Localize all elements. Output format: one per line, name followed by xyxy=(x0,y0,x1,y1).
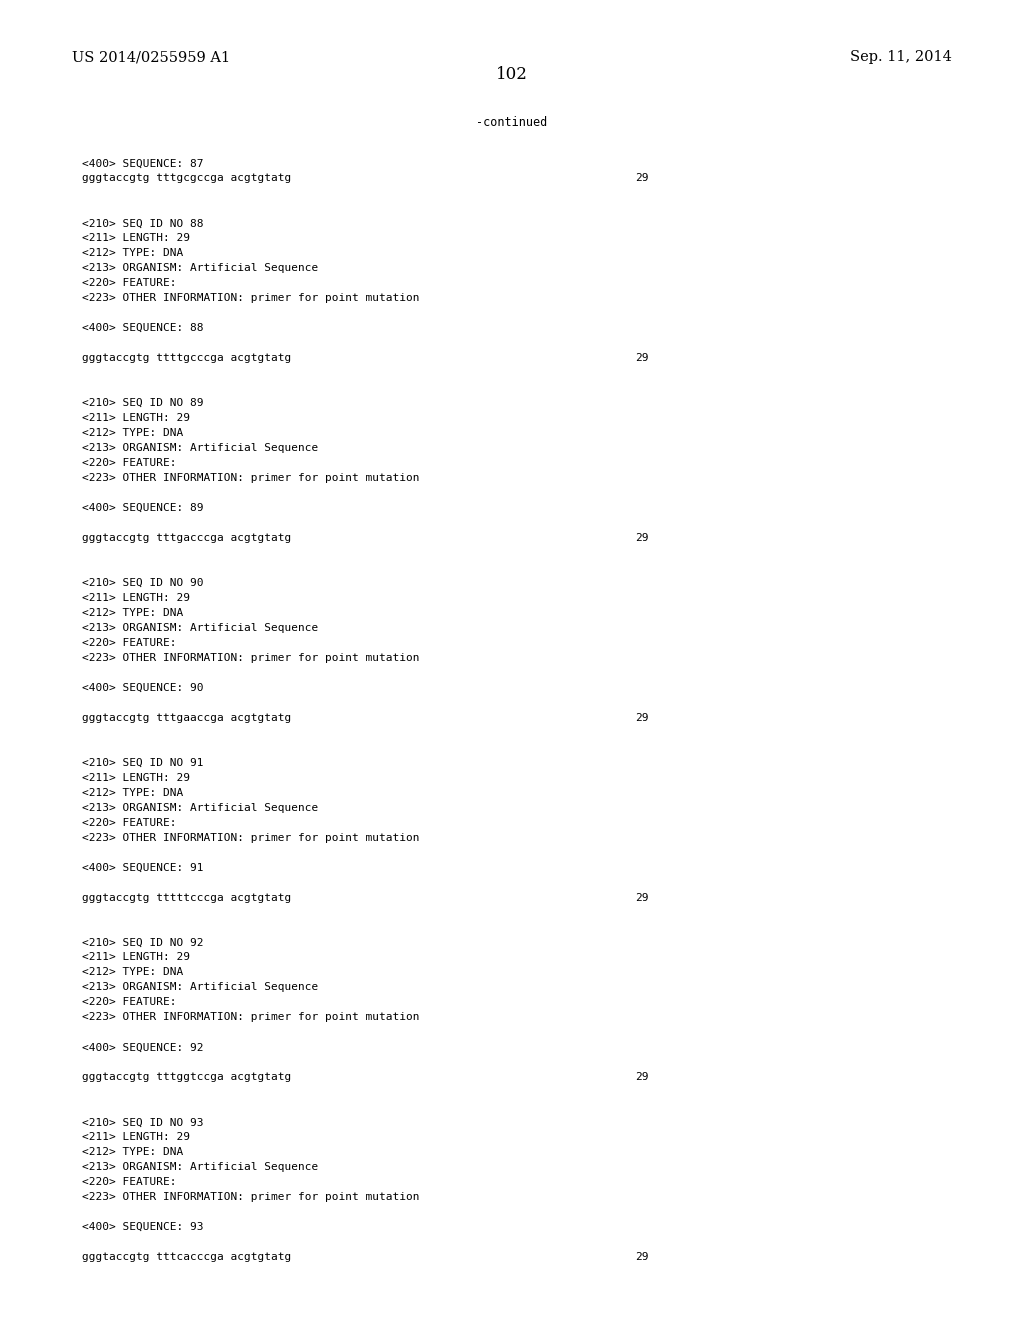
Text: gggtaccgtg ttttgcccga acgtgtatg: gggtaccgtg ttttgcccga acgtgtatg xyxy=(82,354,291,363)
Text: <223> OTHER INFORMATION: primer for point mutation: <223> OTHER INFORMATION: primer for poin… xyxy=(82,653,420,663)
Text: gggtaccgtg tttgaaccga acgtgtatg: gggtaccgtg tttgaaccga acgtgtatg xyxy=(82,713,291,723)
Text: <212> TYPE: DNA: <212> TYPE: DNA xyxy=(82,968,183,977)
Text: <223> OTHER INFORMATION: primer for point mutation: <223> OTHER INFORMATION: primer for poin… xyxy=(82,1192,420,1203)
Text: <213> ORGANISM: Artificial Sequence: <213> ORGANISM: Artificial Sequence xyxy=(82,263,318,273)
Text: <400> SEQUENCE: 90: <400> SEQUENCE: 90 xyxy=(82,682,204,693)
Text: <220> FEATURE:: <220> FEATURE: xyxy=(82,817,176,828)
Text: <212> TYPE: DNA: <212> TYPE: DNA xyxy=(82,1147,183,1158)
Text: <400> SEQUENCE: 93: <400> SEQUENCE: 93 xyxy=(82,1222,204,1232)
Text: <220> FEATURE:: <220> FEATURE: xyxy=(82,458,176,469)
Text: gggtaccgtg tttcacccga acgtgtatg: gggtaccgtg tttcacccga acgtgtatg xyxy=(82,1253,291,1262)
Text: <223> OTHER INFORMATION: primer for point mutation: <223> OTHER INFORMATION: primer for poin… xyxy=(82,1012,420,1023)
Text: <213> ORGANISM: Artificial Sequence: <213> ORGANISM: Artificial Sequence xyxy=(82,444,318,453)
Text: gggtaccgtg tttggtccga acgtgtatg: gggtaccgtg tttggtccga acgtgtatg xyxy=(82,1072,291,1082)
Text: -continued: -continued xyxy=(476,116,548,129)
Text: <223> OTHER INFORMATION: primer for point mutation: <223> OTHER INFORMATION: primer for poin… xyxy=(82,293,420,304)
Text: 29: 29 xyxy=(635,713,648,723)
Text: <400> SEQUENCE: 92: <400> SEQUENCE: 92 xyxy=(82,1043,204,1052)
Text: Sep. 11, 2014: Sep. 11, 2014 xyxy=(851,50,952,65)
Text: <210> SEQ ID NO 89: <210> SEQ ID NO 89 xyxy=(82,399,204,408)
Text: <220> FEATURE:: <220> FEATURE: xyxy=(82,998,176,1007)
Text: gggtaccgtg tttttcccga acgtgtatg: gggtaccgtg tttttcccga acgtgtatg xyxy=(82,892,291,903)
Text: <210> SEQ ID NO 90: <210> SEQ ID NO 90 xyxy=(82,578,204,587)
Text: <210> SEQ ID NO 92: <210> SEQ ID NO 92 xyxy=(82,937,204,948)
Text: 29: 29 xyxy=(635,173,648,183)
Text: <400> SEQUENCE: 87: <400> SEQUENCE: 87 xyxy=(82,158,204,169)
Text: <400> SEQUENCE: 91: <400> SEQUENCE: 91 xyxy=(82,862,204,873)
Text: <223> OTHER INFORMATION: primer for point mutation: <223> OTHER INFORMATION: primer for poin… xyxy=(82,473,420,483)
Text: 29: 29 xyxy=(635,533,648,543)
Text: <211> LENGTH: 29: <211> LENGTH: 29 xyxy=(82,953,189,962)
Text: <212> TYPE: DNA: <212> TYPE: DNA xyxy=(82,607,183,618)
Text: <400> SEQUENCE: 88: <400> SEQUENCE: 88 xyxy=(82,323,204,333)
Text: 102: 102 xyxy=(496,66,528,83)
Text: <400> SEQUENCE: 89: <400> SEQUENCE: 89 xyxy=(82,503,204,513)
Text: <213> ORGANISM: Artificial Sequence: <213> ORGANISM: Artificial Sequence xyxy=(82,803,318,813)
Text: <220> FEATURE:: <220> FEATURE: xyxy=(82,279,176,288)
Text: <211> LENGTH: 29: <211> LENGTH: 29 xyxy=(82,234,189,243)
Text: <210> SEQ ID NO 93: <210> SEQ ID NO 93 xyxy=(82,1117,204,1127)
Text: <213> ORGANISM: Artificial Sequence: <213> ORGANISM: Artificial Sequence xyxy=(82,1162,318,1172)
Text: gggtaccgtg tttgcgccga acgtgtatg: gggtaccgtg tttgcgccga acgtgtatg xyxy=(82,173,291,183)
Text: <211> LENGTH: 29: <211> LENGTH: 29 xyxy=(82,1133,189,1142)
Text: <210> SEQ ID NO 88: <210> SEQ ID NO 88 xyxy=(82,218,204,228)
Text: 29: 29 xyxy=(635,1253,648,1262)
Text: <211> LENGTH: 29: <211> LENGTH: 29 xyxy=(82,772,189,783)
Text: <213> ORGANISM: Artificial Sequence: <213> ORGANISM: Artificial Sequence xyxy=(82,982,318,993)
Text: <220> FEATURE:: <220> FEATURE: xyxy=(82,1177,176,1187)
Text: <212> TYPE: DNA: <212> TYPE: DNA xyxy=(82,788,183,797)
Text: <212> TYPE: DNA: <212> TYPE: DNA xyxy=(82,428,183,438)
Text: 29: 29 xyxy=(635,1072,648,1082)
Text: <211> LENGTH: 29: <211> LENGTH: 29 xyxy=(82,413,189,424)
Text: <213> ORGANISM: Artificial Sequence: <213> ORGANISM: Artificial Sequence xyxy=(82,623,318,632)
Text: US 2014/0255959 A1: US 2014/0255959 A1 xyxy=(72,50,229,65)
Text: <211> LENGTH: 29: <211> LENGTH: 29 xyxy=(82,593,189,603)
Text: <223> OTHER INFORMATION: primer for point mutation: <223> OTHER INFORMATION: primer for poin… xyxy=(82,833,420,842)
Text: <210> SEQ ID NO 91: <210> SEQ ID NO 91 xyxy=(82,758,204,768)
Text: <220> FEATURE:: <220> FEATURE: xyxy=(82,638,176,648)
Text: gggtaccgtg tttgacccga acgtgtatg: gggtaccgtg tttgacccga acgtgtatg xyxy=(82,533,291,543)
Text: 29: 29 xyxy=(635,892,648,903)
Text: <212> TYPE: DNA: <212> TYPE: DNA xyxy=(82,248,183,259)
Text: 29: 29 xyxy=(635,354,648,363)
